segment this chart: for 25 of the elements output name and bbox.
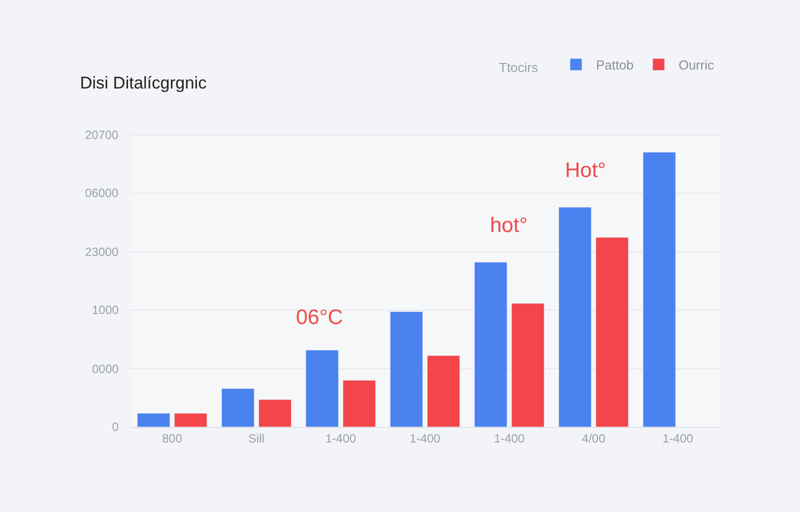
annotation: 06°C bbox=[296, 306, 343, 329]
text: 06000 bbox=[85, 186, 119, 200]
text: 20700 bbox=[85, 128, 119, 142]
x-tick-label: 1-400 bbox=[325, 431, 356, 446]
x-tick-label: 1-400 bbox=[410, 431, 441, 446]
bar bbox=[137, 413, 170, 427]
x-tick-label: Sill bbox=[248, 431, 264, 446]
legend-label: Ourric bbox=[678, 58, 714, 73]
text: 1000 bbox=[92, 303, 120, 317]
bar bbox=[342, 380, 376, 427]
text: 0000 bbox=[92, 362, 120, 376]
bar bbox=[258, 399, 292, 427]
bar bbox=[221, 388, 254, 427]
annotation: Hot° bbox=[565, 159, 606, 182]
x-tick-label: 1-400 bbox=[662, 431, 694, 446]
text: 23000 bbox=[85, 245, 119, 259]
legend-label: Pattob bbox=[596, 58, 634, 73]
text: 0 bbox=[112, 420, 119, 434]
annotation: hot° bbox=[490, 214, 528, 237]
x-tick-label: 800 bbox=[162, 431, 182, 446]
bar bbox=[174, 413, 208, 427]
x-tick-label: 1-400 bbox=[494, 431, 525, 446]
text: Ttocirs bbox=[499, 60, 538, 75]
chart-title: Disi Ditalícgrgnic bbox=[80, 74, 208, 93]
x-tick-label: 4/00 bbox=[582, 431, 606, 446]
